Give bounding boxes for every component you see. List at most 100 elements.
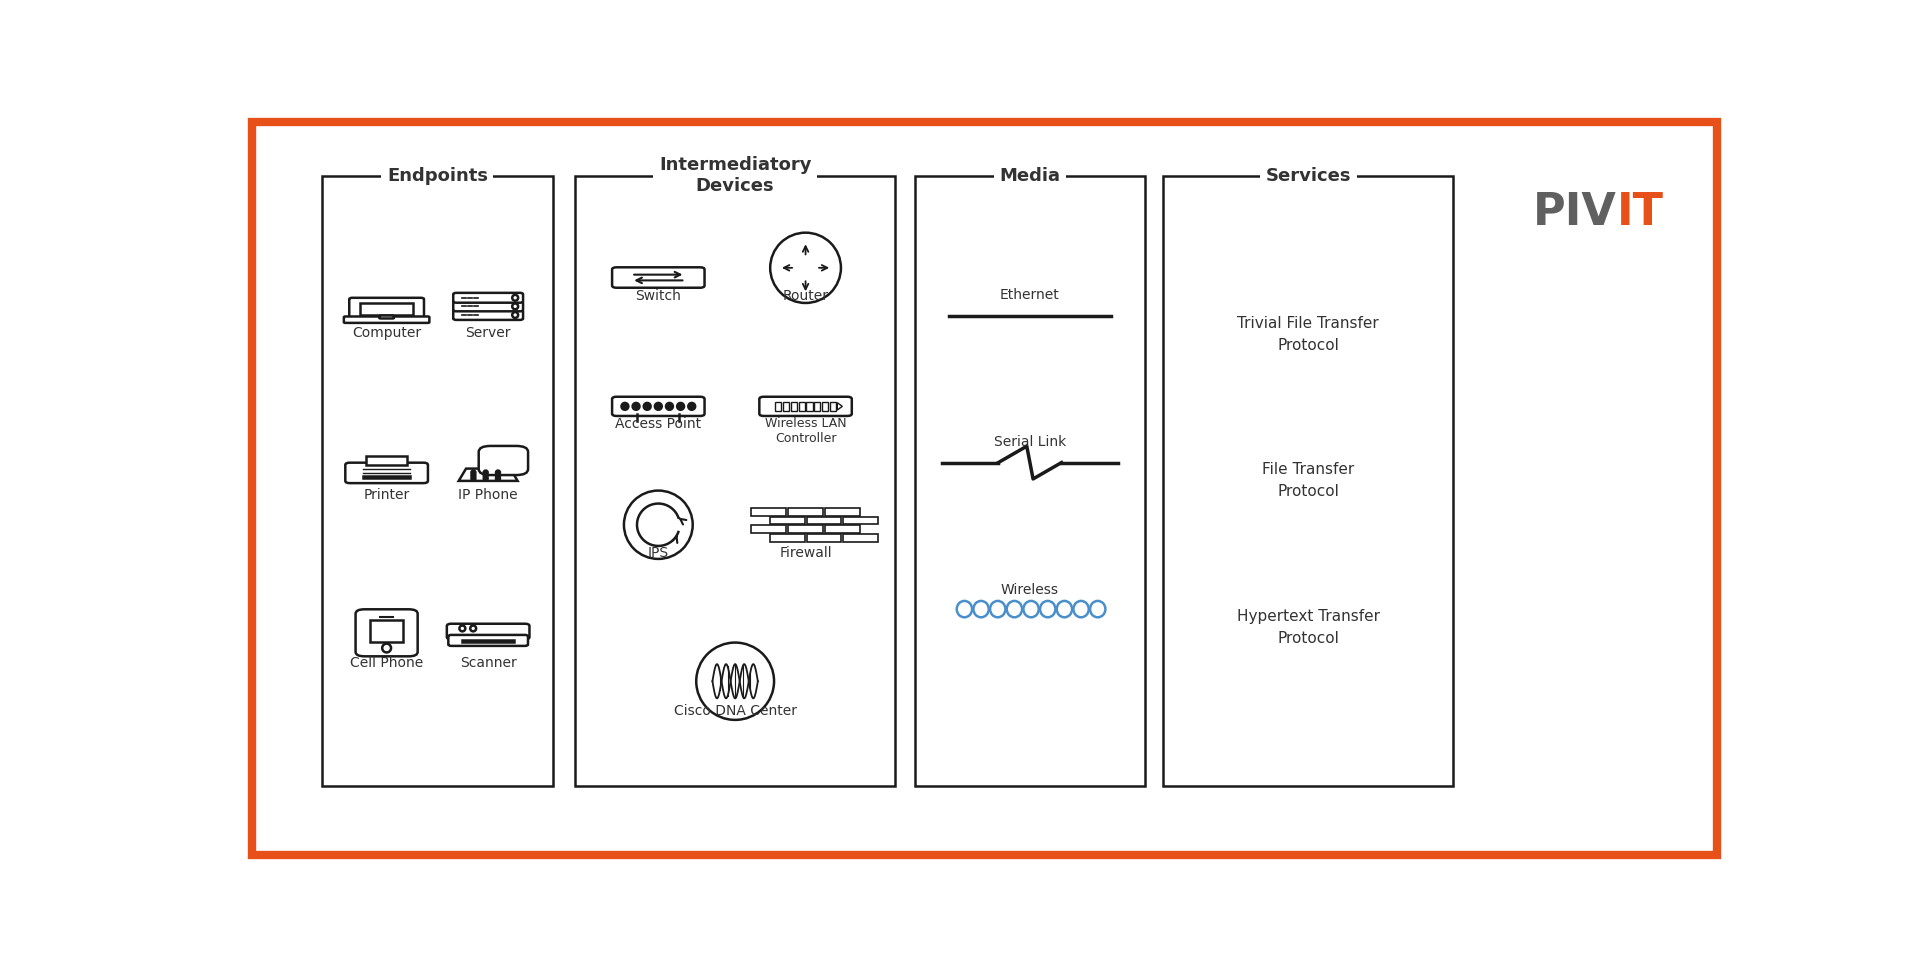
Ellipse shape bbox=[471, 626, 476, 631]
Text: Cell Phone: Cell Phone bbox=[350, 656, 423, 669]
Text: IPS: IPS bbox=[647, 545, 669, 560]
Bar bbox=[774, 402, 782, 411]
Bar bbox=[751, 508, 786, 515]
FancyBboxPatch shape bbox=[1164, 176, 1454, 786]
FancyBboxPatch shape bbox=[759, 396, 851, 416]
Bar bbox=[361, 303, 413, 315]
Bar bbox=[830, 402, 836, 411]
Ellipse shape bbox=[1024, 601, 1039, 617]
Ellipse shape bbox=[655, 403, 661, 410]
FancyBboxPatch shape bbox=[448, 624, 530, 639]
Bar bbox=[363, 476, 411, 479]
Ellipse shape bbox=[622, 403, 628, 410]
Text: Router: Router bbox=[782, 289, 828, 304]
Ellipse shape bbox=[513, 312, 519, 318]
Ellipse shape bbox=[974, 601, 989, 617]
Ellipse shape bbox=[770, 233, 841, 303]
FancyBboxPatch shape bbox=[378, 315, 394, 318]
Ellipse shape bbox=[484, 477, 488, 481]
Text: Switch: Switch bbox=[636, 289, 682, 304]
FancyBboxPatch shape bbox=[914, 176, 1145, 786]
Text: Endpoints: Endpoints bbox=[386, 166, 488, 185]
Bar bbox=[371, 620, 403, 642]
FancyBboxPatch shape bbox=[613, 267, 705, 288]
Ellipse shape bbox=[989, 601, 1005, 617]
Text: File Transfer
Protocol: File Transfer Protocol bbox=[1262, 462, 1354, 500]
Bar bbox=[807, 534, 841, 542]
Bar bbox=[843, 534, 878, 542]
Text: Trivial File Transfer
Protocol: Trivial File Transfer Protocol bbox=[1237, 316, 1379, 353]
Text: Media: Media bbox=[999, 166, 1060, 185]
Ellipse shape bbox=[484, 474, 488, 478]
Text: PIV: PIV bbox=[1533, 191, 1617, 234]
Text: Wireless: Wireless bbox=[1001, 583, 1058, 597]
Ellipse shape bbox=[624, 490, 693, 559]
FancyBboxPatch shape bbox=[453, 293, 523, 303]
FancyBboxPatch shape bbox=[478, 446, 528, 475]
Ellipse shape bbox=[695, 643, 774, 719]
Bar bbox=[751, 525, 786, 533]
Bar bbox=[770, 534, 805, 542]
FancyBboxPatch shape bbox=[344, 316, 430, 323]
FancyBboxPatch shape bbox=[453, 302, 523, 311]
Text: Serial Link: Serial Link bbox=[993, 435, 1066, 449]
Text: Access Point: Access Point bbox=[615, 418, 701, 431]
Ellipse shape bbox=[496, 474, 499, 478]
Text: Wireless LAN
Controller: Wireless LAN Controller bbox=[765, 418, 847, 446]
Polygon shape bbox=[459, 469, 517, 481]
Text: Ethernet: Ethernet bbox=[1001, 288, 1060, 303]
Ellipse shape bbox=[459, 626, 465, 631]
Ellipse shape bbox=[382, 644, 392, 653]
FancyBboxPatch shape bbox=[613, 396, 705, 416]
Ellipse shape bbox=[1057, 601, 1072, 617]
Ellipse shape bbox=[496, 471, 499, 475]
Bar bbox=[788, 508, 822, 515]
FancyBboxPatch shape bbox=[453, 310, 523, 320]
Ellipse shape bbox=[644, 403, 651, 410]
Bar bbox=[807, 402, 813, 411]
Text: Firewall: Firewall bbox=[780, 545, 832, 560]
Ellipse shape bbox=[513, 304, 519, 309]
Ellipse shape bbox=[471, 471, 474, 475]
FancyBboxPatch shape bbox=[574, 176, 895, 786]
Ellipse shape bbox=[1089, 601, 1105, 617]
Ellipse shape bbox=[471, 474, 474, 478]
FancyBboxPatch shape bbox=[355, 609, 417, 657]
Ellipse shape bbox=[513, 295, 519, 301]
Text: Cisco DNA Center: Cisco DNA Center bbox=[674, 704, 797, 718]
Bar bbox=[822, 402, 828, 411]
Text: Services: Services bbox=[1266, 166, 1350, 185]
Ellipse shape bbox=[1007, 601, 1022, 617]
Bar bbox=[770, 516, 805, 524]
Bar bbox=[788, 525, 822, 533]
Bar bbox=[824, 508, 861, 515]
Text: IP Phone: IP Phone bbox=[459, 488, 519, 502]
Ellipse shape bbox=[1039, 601, 1055, 617]
Text: Intermediatory
Devices: Intermediatory Devices bbox=[659, 157, 811, 195]
Bar bbox=[807, 516, 841, 524]
Ellipse shape bbox=[678, 403, 684, 410]
Bar bbox=[367, 456, 407, 465]
Text: Scanner: Scanner bbox=[459, 656, 517, 669]
Text: IT: IT bbox=[1617, 191, 1664, 234]
Bar bbox=[791, 402, 797, 411]
Bar bbox=[815, 402, 820, 411]
Bar bbox=[463, 640, 515, 642]
Ellipse shape bbox=[1074, 601, 1089, 617]
FancyBboxPatch shape bbox=[448, 635, 528, 646]
Ellipse shape bbox=[957, 601, 972, 617]
Text: Server: Server bbox=[465, 326, 511, 339]
Ellipse shape bbox=[667, 403, 672, 410]
Ellipse shape bbox=[496, 477, 499, 481]
Polygon shape bbox=[838, 402, 841, 410]
Ellipse shape bbox=[688, 403, 695, 410]
Bar bbox=[784, 402, 790, 411]
Bar bbox=[799, 402, 805, 411]
Ellipse shape bbox=[632, 403, 640, 410]
FancyBboxPatch shape bbox=[323, 176, 553, 786]
Bar bbox=[824, 525, 861, 533]
FancyBboxPatch shape bbox=[350, 298, 425, 319]
FancyBboxPatch shape bbox=[346, 462, 428, 484]
Bar bbox=[843, 516, 878, 524]
Text: Printer: Printer bbox=[363, 488, 409, 502]
